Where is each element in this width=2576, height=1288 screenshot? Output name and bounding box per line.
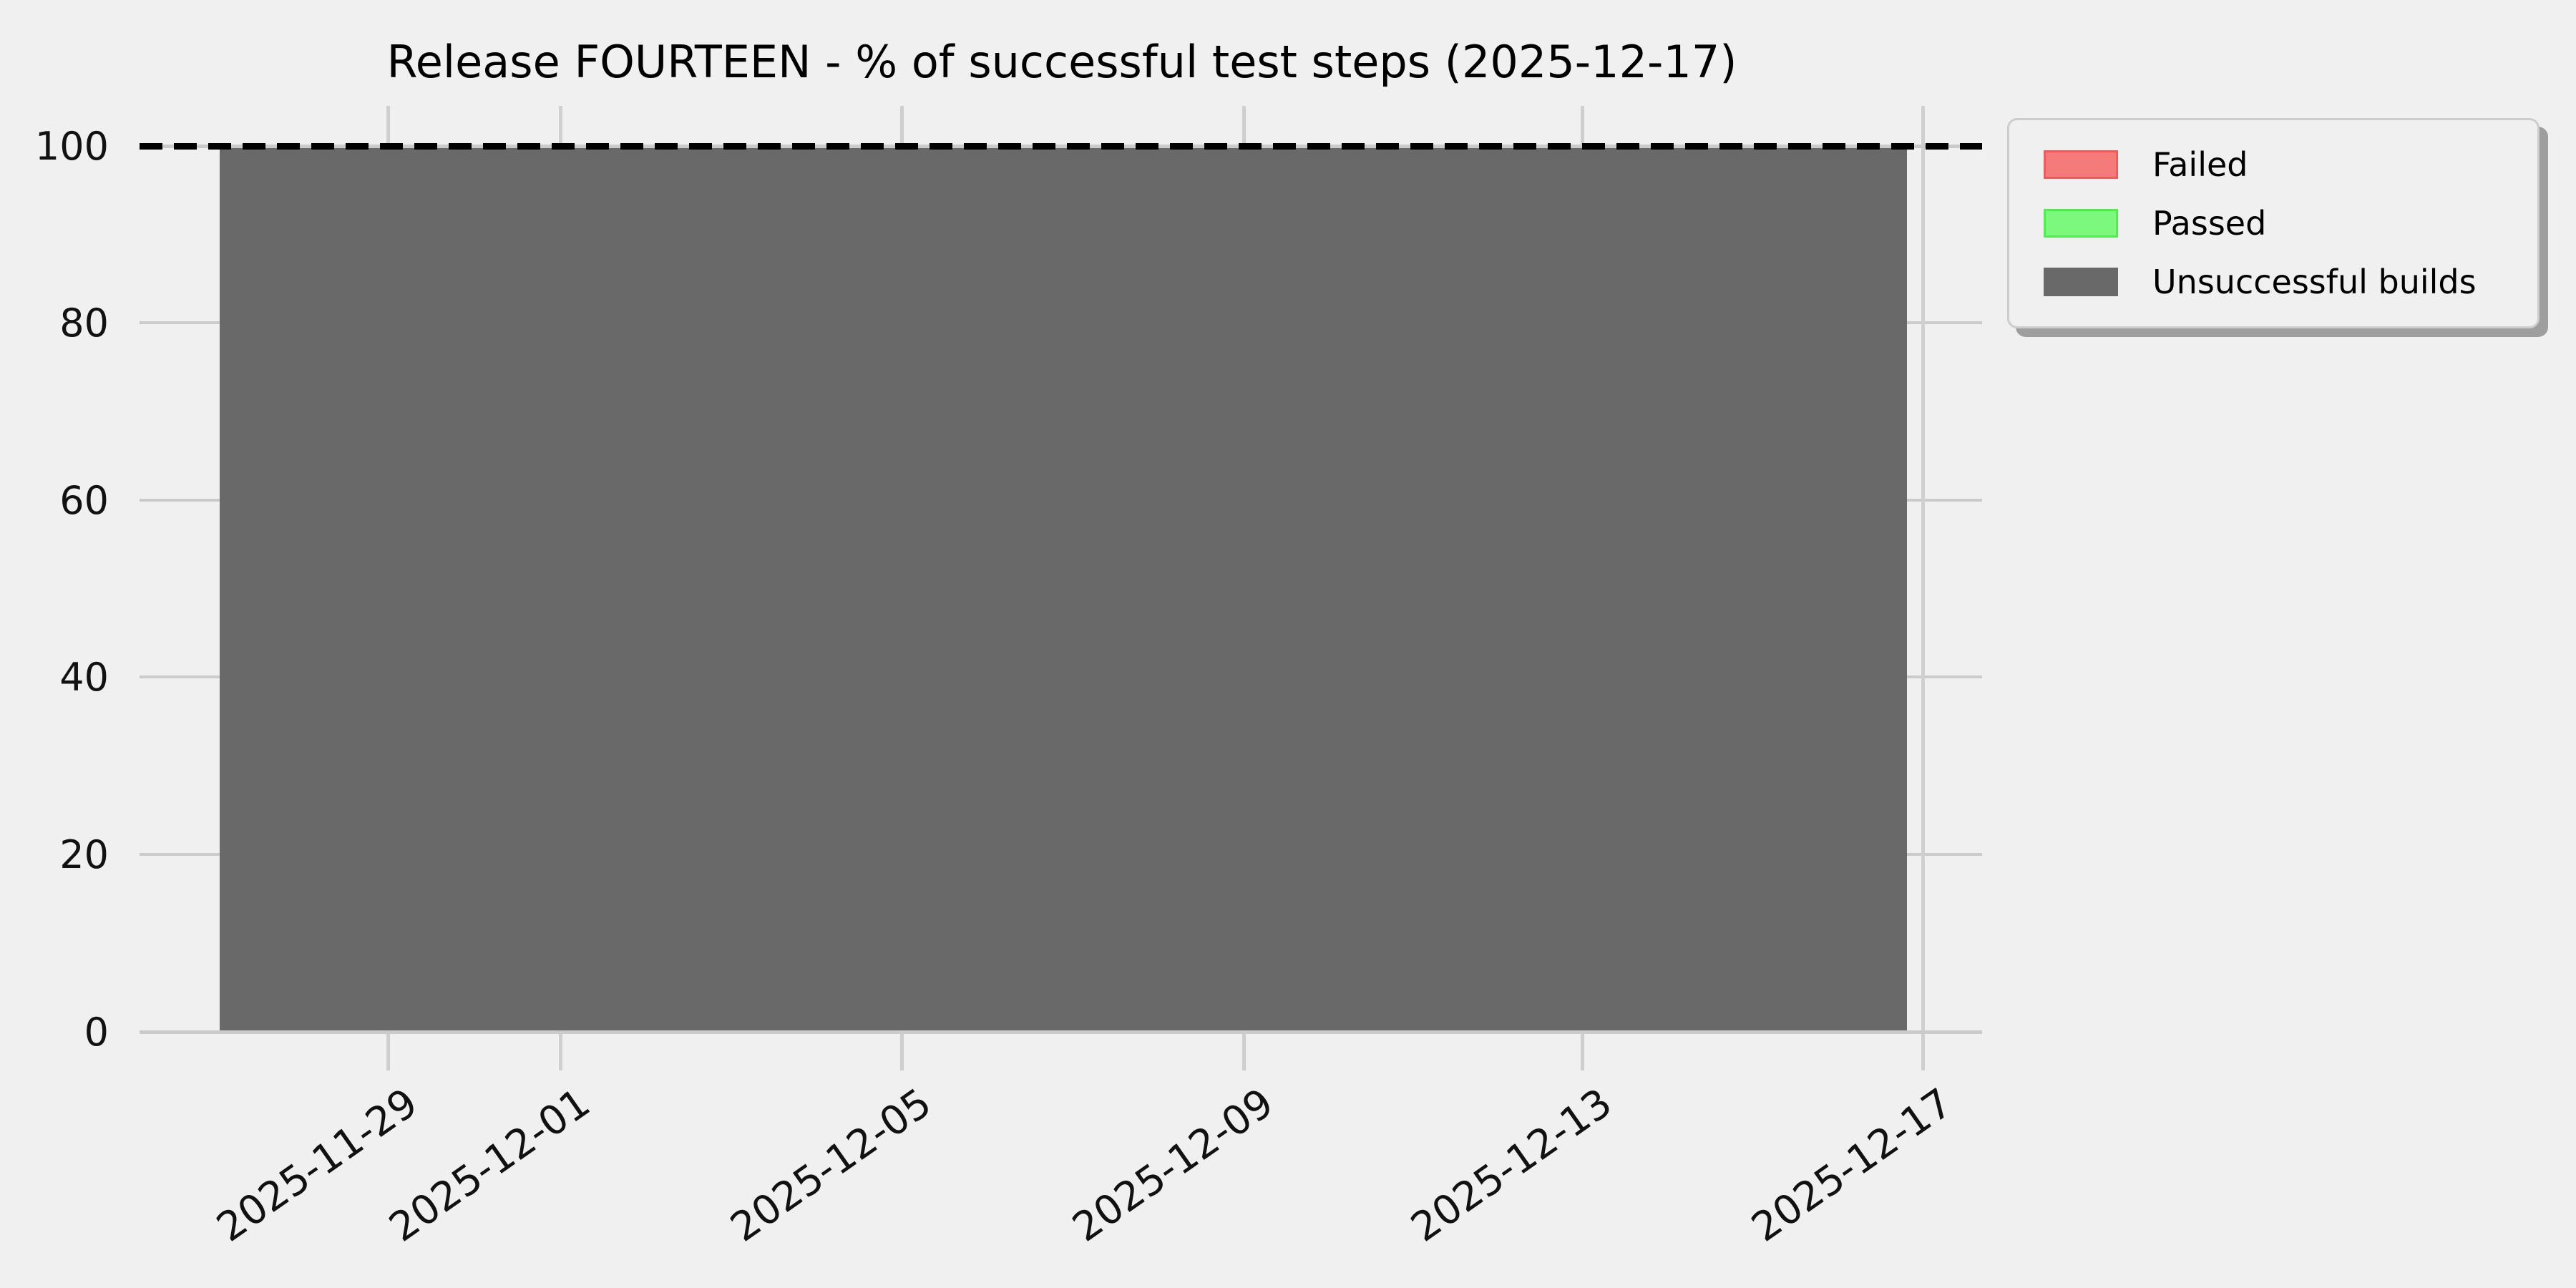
legend-item-passed: Passed bbox=[2044, 205, 2537, 241]
y-tick-label-20: 20 bbox=[59, 832, 109, 877]
x-tick-label-2025-12-05: 2025-12-05 bbox=[722, 1079, 940, 1252]
legend-label-unsuccessful-builds: Unsuccessful builds bbox=[2152, 263, 2477, 301]
chart-title: Release FOURTEEN - % of successful test … bbox=[386, 36, 1737, 88]
passed-swatch bbox=[2044, 209, 2118, 238]
y-tick-label-60: 60 bbox=[59, 478, 109, 523]
unsuccessful-builds-area bbox=[220, 145, 1907, 1033]
legend: Failed Passed Unsuccessful builds bbox=[2007, 118, 2540, 328]
reference-line-100 bbox=[140, 143, 1982, 150]
y-tick-label-40: 40 bbox=[59, 655, 109, 700]
legend-label-passed: Passed bbox=[2152, 204, 2267, 243]
y-tick-label-0: 0 bbox=[84, 1010, 109, 1055]
x-tick-label-2025-12-09: 2025-12-09 bbox=[1064, 1079, 1282, 1252]
legend-item-unsuccessful-builds: Unsuccessful builds bbox=[2044, 264, 2537, 300]
x-tick-label-2025-12-13: 2025-12-13 bbox=[1402, 1079, 1620, 1252]
failed-swatch bbox=[2044, 150, 2118, 179]
y-tick-label-100: 100 bbox=[34, 124, 109, 169]
y-tick-label-80: 80 bbox=[59, 301, 109, 346]
x-tick-label-2025-12-17: 2025-12-17 bbox=[1743, 1079, 1961, 1252]
legend-label-failed: Failed bbox=[2152, 145, 2248, 184]
gridline-y-0 bbox=[140, 1030, 1982, 1034]
unsuccessful-builds-swatch bbox=[2044, 268, 2118, 296]
legend-item-failed: Failed bbox=[2044, 147, 2537, 182]
gridline-x-2025-12-17 bbox=[1921, 106, 1925, 1070]
